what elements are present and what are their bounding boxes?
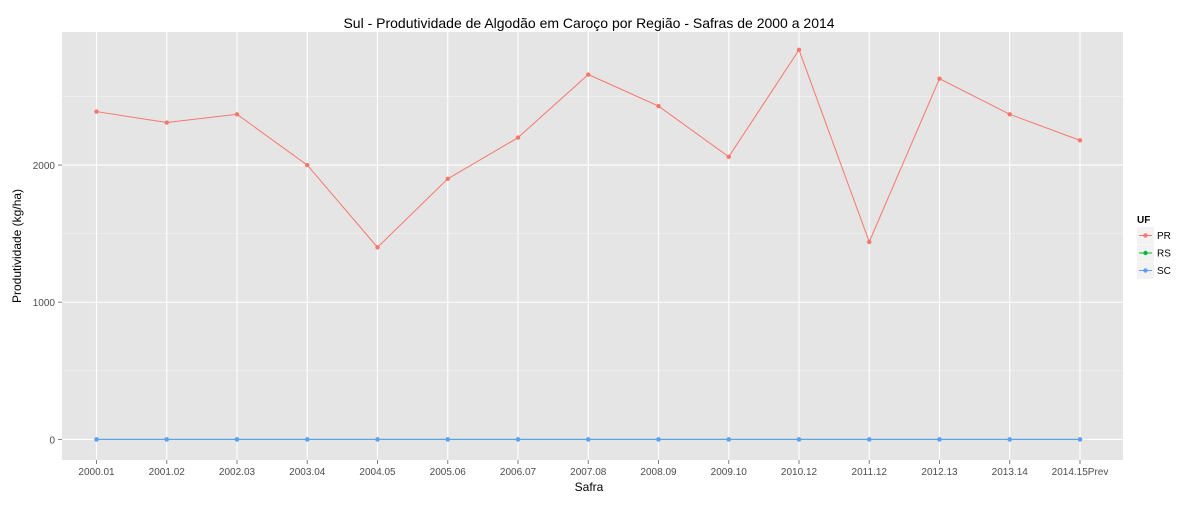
x-tick-label: 2009.10	[711, 467, 748, 478]
data-point-sc	[164, 437, 169, 442]
data-point-sc	[656, 437, 661, 442]
data-point-sc	[94, 437, 99, 442]
data-point-pr	[305, 162, 310, 168]
data-point-sc	[305, 437, 310, 442]
x-tick-label: 2001.02	[149, 467, 186, 478]
legend-items: PR RS SC	[1137, 227, 1171, 279]
legend-point-pr	[1143, 233, 1148, 238]
chart-title: Sul - Produtividade de Algodão em Caroço…	[343, 15, 834, 31]
data-point-pr	[656, 103, 661, 109]
data-point-sc	[796, 437, 802, 442]
y-tick-label: 2000	[33, 161, 56, 172]
data-point-pr	[375, 245, 380, 250]
data-point-pr	[726, 154, 731, 160]
series-layer	[94, 47, 1083, 442]
x-tick-label: 2000.01	[78, 467, 115, 478]
x-tick-label: 2002.03	[219, 467, 256, 478]
x-tick-label: 2005.06	[430, 467, 467, 478]
data-point-pr	[515, 135, 521, 140]
legend-label-sc: SC	[1157, 266, 1171, 277]
data-point-pr	[445, 176, 450, 181]
data-point-sc	[726, 437, 731, 442]
grid-layer	[62, 32, 1123, 460]
x-tick-label: 2010.12	[781, 467, 818, 478]
legend: UF PR RS SC	[1137, 215, 1171, 279]
x-tick-label: 2004.05	[359, 467, 396, 478]
data-point-sc	[375, 437, 380, 442]
data-point-sc	[234, 437, 240, 442]
data-point-pr	[1007, 112, 1012, 117]
data-point-sc	[867, 437, 872, 442]
plot-panel	[62, 32, 1123, 460]
y-axis-title: Produtividade (kg/ha)	[10, 189, 24, 303]
legend-label-rs: RS	[1157, 249, 1171, 260]
data-point-pr	[94, 109, 99, 114]
data-point-pr	[586, 72, 591, 77]
legend-label-pr: PR	[1157, 231, 1171, 242]
data-point-pr	[796, 47, 802, 53]
legend-point-rs	[1143, 250, 1148, 256]
axis-layer: 0 1000 2000 2000.01 2001.02 2002.03 2003.04 200…	[33, 161, 1109, 478]
legend-point-sc	[1143, 268, 1148, 273]
x-tick-label: 2007.08	[570, 467, 607, 478]
data-point-pr	[1077, 138, 1083, 143]
data-point-pr	[937, 76, 942, 81]
x-tick-label: 2003.04	[289, 467, 326, 478]
data-point-sc	[515, 437, 521, 442]
data-point-sc	[937, 437, 942, 442]
x-tick-label: 2013.14	[992, 467, 1029, 478]
x-tick-label: 2006.07	[500, 467, 537, 478]
data-point-pr	[234, 112, 240, 117]
data-point-sc	[445, 437, 450, 442]
x-tick-label: 2008.09	[640, 467, 677, 478]
x-tick-label: 2011.12	[852, 467, 888, 478]
data-point-sc	[1007, 437, 1012, 442]
x-tick-label: 2012.13	[921, 467, 958, 478]
data-point-pr	[164, 120, 169, 125]
y-tick-label: 1000	[33, 298, 56, 309]
x-axis-title: Safra	[575, 480, 604, 494]
legend-title: UF	[1137, 215, 1150, 226]
data-point-sc	[586, 437, 591, 442]
y-tick-label: 0	[49, 435, 55, 446]
x-tick-label: 2014.15Prev	[1052, 467, 1109, 478]
data-point-sc	[1077, 437, 1083, 442]
data-point-pr	[867, 239, 872, 245]
